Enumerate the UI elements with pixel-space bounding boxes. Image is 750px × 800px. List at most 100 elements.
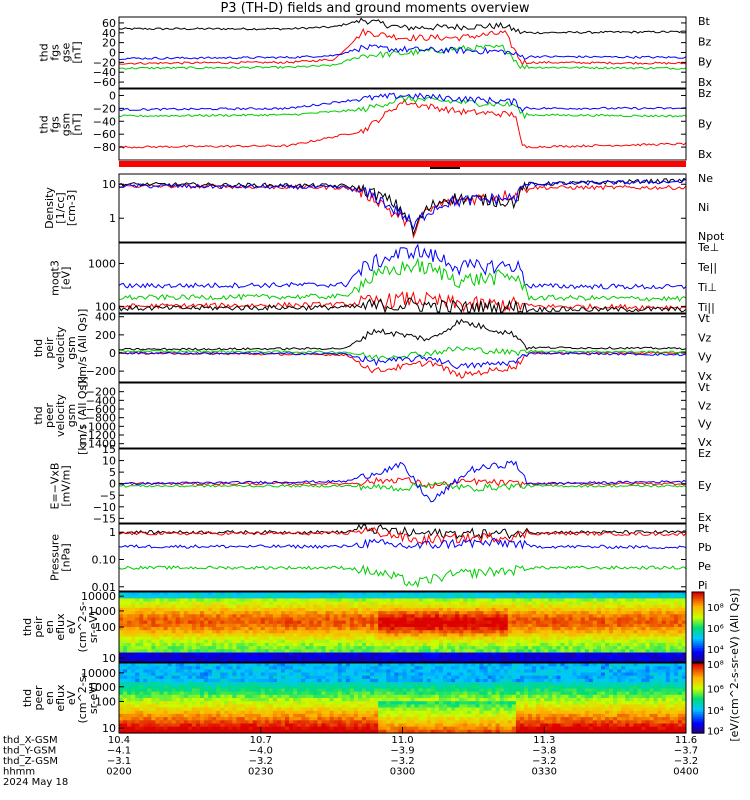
colorbar-label-peer_spec-0: 10⁸: [707, 660, 724, 671]
legend-pressure-3: Pi: [698, 579, 707, 592]
ylabel-temp-1: [eV]: [60, 267, 73, 290]
panel-peir_spec: [118, 591, 705, 663]
ylabel-peer_spec-0: thd: [21, 689, 34, 707]
legend-peir_vel-3: Vx: [698, 370, 713, 383]
plot-title: P3 (TH-D) fields and ground moments over…: [220, 1, 530, 16]
xtick-label-1-0: 10.7: [250, 735, 272, 746]
ytick-label-peir_spec-0: 10000: [81, 590, 116, 603]
ylabel-fgs_gse-0: thd: [38, 43, 51, 61]
panel-peir_vel: [118, 313, 687, 383]
ytick-label-pressure-0: 1: [109, 526, 116, 539]
series-fgs_gsm-Bz: [118, 98, 687, 149]
legend-fgs_gse-1: Bz: [698, 35, 712, 48]
colorbar-label-peir_spec-1: 10⁶: [707, 624, 724, 635]
ytick-label-fgs_gse-2: 20: [102, 37, 116, 50]
series-fgs_gsm-Bx: [118, 92, 687, 113]
legend-fgs_gse-2: By: [698, 56, 713, 69]
ytick-label-peir_spec-3: 10: [102, 652, 116, 665]
ytick-label-efield-0: 15: [102, 443, 116, 456]
xtick-label-3-1: −3.8: [532, 746, 556, 757]
legend-efield-1: Ey: [698, 479, 712, 492]
ylabel-peir_spec-1: peir: [32, 616, 45, 638]
ytick-label-peer_vel-3: −800: [86, 412, 116, 425]
ytick-label-peer_spec-3: 10: [102, 722, 116, 735]
series-temp-Ti⊥: [118, 243, 687, 290]
xtick-label-4-2: −3.2: [674, 756, 698, 767]
ylabel-peir_spec-0: thd: [21, 618, 34, 636]
legend-fgs_gse-3: Bx: [698, 76, 713, 89]
ytick-label-peer_spec-0: 10000: [81, 667, 116, 680]
ytick-label-efield-2: 5: [109, 466, 116, 479]
legend-efield-2: Ex: [698, 511, 712, 524]
colorbar-label-peer_spec-1: 10⁶: [707, 685, 724, 696]
ylabel-fgs_gsm-1: fgs: [49, 116, 62, 133]
frame-efield: [118, 448, 687, 524]
ytick-label-peer_vel-5: −1200: [79, 429, 116, 442]
ytick-label-peer_vel-1: −400: [86, 394, 116, 407]
legend-fgs_gsm-1: By: [698, 118, 713, 131]
ylabel-peir_spec-5: (cm^2-s-: [76, 602, 89, 653]
series-pressure-Pt: [118, 523, 687, 540]
xtick-label-1-2: −3.2: [249, 756, 273, 767]
legend-temp-1: Te||: [697, 261, 717, 274]
ytick-label-peer_spec-2: 100: [95, 696, 116, 709]
series-temp-Te||: [118, 297, 687, 314]
ylabel-fgs_gsm-2: gsm: [60, 113, 73, 136]
xtick-label-2-1: −3.9: [390, 746, 414, 757]
ylabel-fgs_gse-3: [nT]: [71, 41, 84, 63]
ylabel-peer_vel-2: velocity: [54, 394, 67, 437]
panel-peer_vel: [118, 382, 687, 449]
frame-peir_spec: [118, 591, 687, 663]
ylabel-peir_spec-4: eV: [65, 619, 78, 634]
legend-fgs_gse-0: Bt: [698, 15, 711, 28]
ylabel-density-0: Density: [43, 187, 56, 229]
ylabel-efield-0: E=−VxB: [49, 463, 62, 510]
panel-pressure: [118, 523, 687, 592]
legend-pressure-2: Pe: [698, 560, 711, 573]
colorbar-label-peer_spec-2: 10⁴: [707, 706, 724, 717]
ylabel-peer_spec-6: sr-eV): [87, 682, 100, 714]
xaxis-row-label-0: thd_X-GSM: [3, 735, 58, 746]
ylabel-peir_vel-2: velocity: [54, 326, 67, 369]
ytick-label-temp-0: 1000: [88, 257, 116, 270]
series-peir_vel-Vz: [118, 351, 687, 379]
ylabel-fgs_gse-2: gse: [60, 43, 73, 63]
ytick-label-fgs_gse-1: 40: [102, 27, 116, 40]
legend-density-2: Npot: [698, 230, 725, 243]
ytick-label-pressure-2: 0.01: [92, 581, 117, 594]
legend-peir_vel-2: Vy: [698, 351, 712, 364]
ytick-label-density-1: 1: [109, 212, 116, 225]
frame-pressure: [118, 523, 687, 592]
legend-temp-3: Ti||: [697, 301, 715, 314]
xtick-label-4-1: −3.7: [674, 746, 698, 757]
ylabel-peer_vel-4: [km/s (All Qs)]: [76, 376, 89, 455]
legend-peir_vel-1: Vz: [698, 331, 712, 344]
ylabel-efield-1: [mV/m]: [60, 465, 73, 506]
xtick-label-1-1: −4.0: [249, 746, 273, 757]
status-bar: [119, 161, 686, 167]
ytick-label-efield-5: −10: [93, 501, 116, 514]
ytick-label-fgs_gse-0: 60: [102, 17, 116, 30]
series-efield-Ex: [118, 460, 687, 503]
xtick-label-3-0: 11.3: [533, 735, 555, 746]
series-temp-Te⊥: [118, 291, 687, 313]
ytick-label-peir_spec-2: 100: [95, 621, 116, 634]
ylabel-pressure-1: [nPa]: [60, 543, 73, 571]
ytick-label-fgs_gse-3: 0: [109, 47, 116, 60]
ylabel-density-1: [1/cc]: [54, 192, 67, 223]
xtick-label-0-0: 10.4: [108, 735, 130, 746]
series-fgs_gse-Bx: [118, 43, 687, 60]
panel-fgs_gse: [118, 16, 687, 89]
ylabel-peir_vel-3: gsm: [65, 336, 78, 359]
panel-temp: [118, 242, 687, 314]
series-efield-Ey: [118, 481, 687, 492]
xtick-label-2-3: 0300: [390, 767, 415, 778]
panel-peer_spec: [118, 662, 705, 734]
series-fgs_gse-Bt: [118, 17, 687, 35]
frame-density: [118, 173, 687, 243]
xtick-label-2-2: −3.2: [390, 756, 414, 767]
colorbar-peer_spec: [691, 662, 705, 734]
colorbar-label-peir_spec-2: 10⁴: [707, 645, 724, 656]
legend-peer_vel-2: Vy: [698, 418, 712, 431]
ytick-label-peir_spec-1: 1000: [88, 605, 116, 618]
